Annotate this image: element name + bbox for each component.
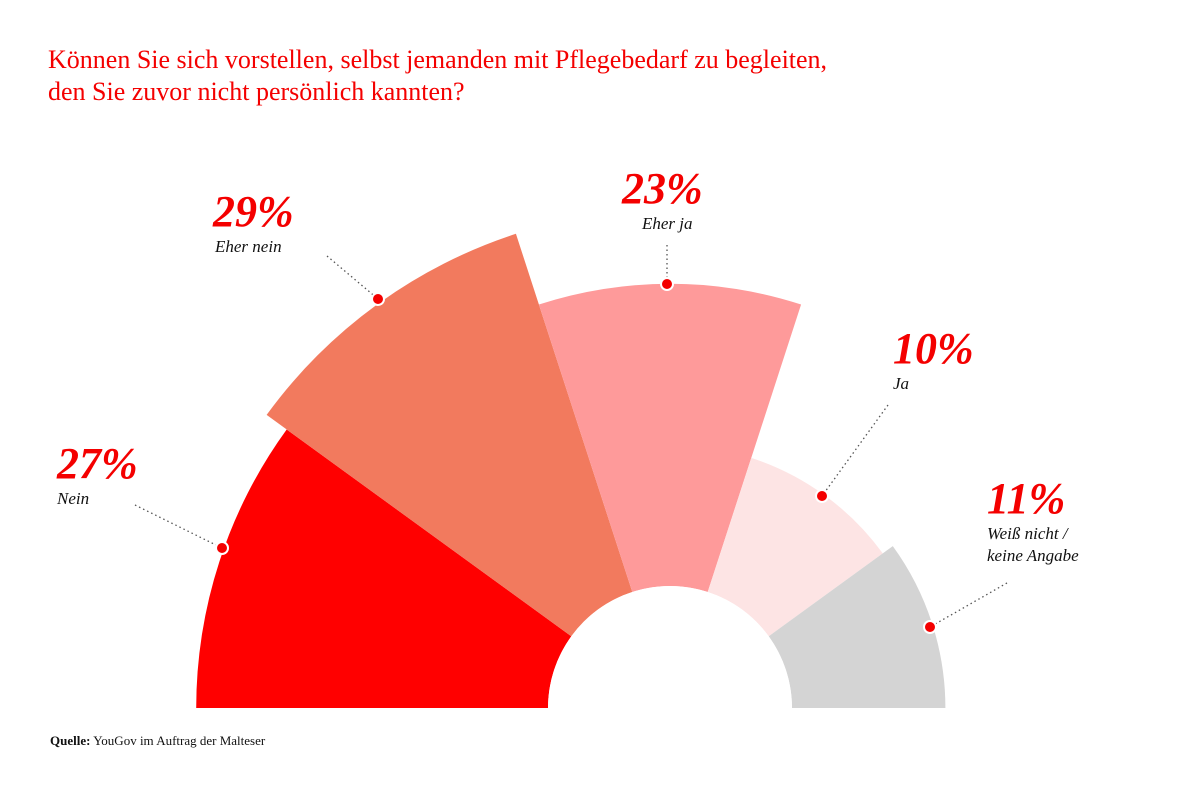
marker-dot-weiss-nicht xyxy=(923,620,937,634)
marker-dot-ja xyxy=(815,489,829,503)
title-line-1: Können Sie sich vorstellen, selbst jeman… xyxy=(48,45,828,74)
marker-dot-nein xyxy=(215,541,229,555)
category-label-line: Ja xyxy=(893,374,910,393)
category-label-eher-ja: Eher ja xyxy=(642,213,693,235)
category-label-line-2: keine Angabe xyxy=(987,546,1079,565)
value-label-ja: 10% xyxy=(893,324,974,373)
source-note: Quelle: YouGov im Auftrag der Malteser xyxy=(50,733,265,749)
value-label-weiss-nicht: 11% xyxy=(987,474,1066,523)
slice-eher-nein xyxy=(266,233,633,637)
category-label-line: Eher ja xyxy=(642,214,693,233)
marker-dot-eher-nein xyxy=(371,292,385,306)
value-label-eher-ja: 23% xyxy=(622,164,703,213)
slice-eher-ja xyxy=(538,283,802,592)
leader-line-nein xyxy=(134,504,223,549)
title-line-2: den Sie zuvor nicht persönlich kannten? xyxy=(48,77,465,106)
chart-title: Können Sie sich vorstellen, selbst jeman… xyxy=(48,44,827,108)
value-label-nein: 27% xyxy=(57,439,138,488)
value-label-eher-nein: 29% xyxy=(213,187,294,236)
leader-line-weiss-nicht xyxy=(929,582,1008,628)
marker-dot-eher-ja xyxy=(660,277,674,291)
category-label-ja: Ja xyxy=(893,373,909,395)
category-label-line: Nein xyxy=(57,489,90,508)
category-label-line: Eher nein xyxy=(215,237,282,256)
category-label-line: Weiß nicht / xyxy=(987,524,1068,543)
slice-ja xyxy=(707,457,883,637)
category-label-weiss-nicht: Weiß nicht / keine Angabe xyxy=(987,523,1079,567)
leader-line-eher-nein xyxy=(326,255,379,300)
slice-nein xyxy=(196,429,572,708)
slice-weiss-nicht xyxy=(768,546,946,708)
source-text: YouGov im Auftrag der Malteser xyxy=(93,733,266,748)
category-label-eher-nein: Eher nein xyxy=(215,236,282,258)
category-label-nein: Nein xyxy=(57,488,89,510)
baseline-mask xyxy=(0,708,1200,800)
leader-line-ja xyxy=(821,404,889,497)
source-prefix: Quelle: xyxy=(50,733,91,748)
